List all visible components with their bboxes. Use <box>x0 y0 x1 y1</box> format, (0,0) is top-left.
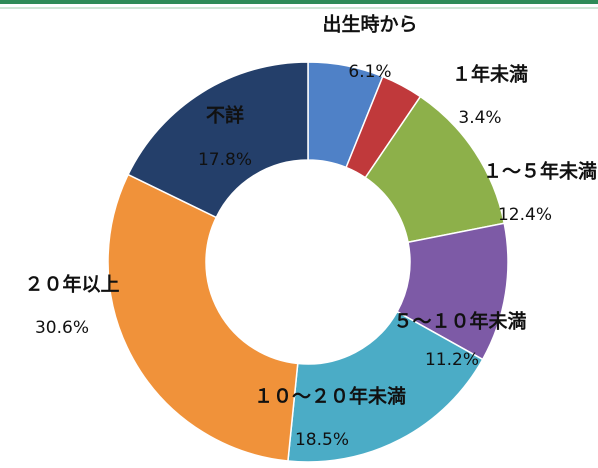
value-label: 30.6% <box>35 318 89 338</box>
value-label: 11.2% <box>425 350 479 370</box>
value-label: 6.1% <box>348 62 391 82</box>
category-label: １～５年未満 <box>483 160 597 183</box>
category-label: ５～１０年未満 <box>393 310 526 333</box>
value-label: 18.5% <box>295 430 349 450</box>
wedge <box>127 61 309 219</box>
top-bar <box>0 0 598 4</box>
wedge <box>287 310 484 463</box>
category-label: １０～２０年未満 <box>254 385 406 408</box>
wedges <box>107 61 509 463</box>
category-label: 出生時から <box>322 13 417 36</box>
value-label: 12.4% <box>498 205 552 225</box>
wedge <box>107 173 299 462</box>
category-label: ２０年以上 <box>24 273 119 296</box>
category-label: 不詳 <box>206 104 244 127</box>
category-label: １年未満 <box>452 63 528 86</box>
value-label: 3.4% <box>458 108 501 128</box>
value-label: 17.8% <box>198 150 252 170</box>
labels: 出生時から 6.1% １年未満 3.4% １～５年未満 12.4% ５～１０年未満 11.2%… <box>24 13 597 451</box>
